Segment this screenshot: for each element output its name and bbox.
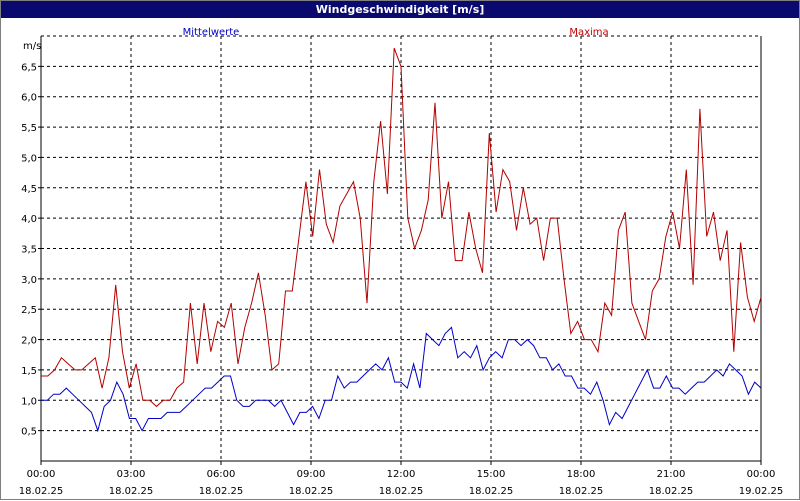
x-tick-time: 09:00 (297, 469, 326, 480)
y-axis-unit-label: m/s (23, 41, 41, 52)
y-tick-label: 3,0 (21, 275, 37, 286)
y-tick-labels: 0,5 1,0 1,5 2,0 2,5 3,0 3,5 4,0 4,5 5,0 5,5 6,0 6,5 (21, 62, 37, 437)
y-tick-label: 1,0 (21, 396, 37, 407)
x-tick-labels: 00:00 18.02.25 03:00 18.02.25 06:00 18.02.25 0… (19, 469, 784, 497)
y-tick-label: 3,5 (21, 245, 37, 256)
x-tick-date: 19.02.25 (739, 486, 784, 497)
y-tick-label: 4,0 (21, 214, 37, 225)
y-tick-label: 6,5 (21, 62, 37, 73)
x-tick-date: 18.02.25 (469, 486, 514, 497)
y-tick-label: 1,5 (21, 366, 37, 377)
x-tick-date: 18.02.25 (109, 486, 154, 497)
series-line-mittelwerte (41, 326, 762, 433)
x-tick-time: 00:00 (747, 469, 776, 480)
y-tick-label: 4,5 (21, 184, 37, 195)
x-tick-date: 18.02.25 (19, 486, 64, 497)
x-tick-time: 15:00 (477, 469, 506, 480)
x-tick-time: 12:00 (387, 469, 416, 480)
y-tick-label: 6,0 (21, 93, 37, 104)
grid-lines (38, 35, 762, 465)
legend-mittelwerte: Mittelwerte (183, 27, 240, 38)
x-tick-time: 18:00 (567, 469, 596, 480)
x-tick-date: 18.02.25 (379, 486, 424, 497)
series-line-maxima (41, 47, 762, 408)
y-tick-label: 5,5 (21, 123, 37, 134)
y-tick-label: 2,5 (21, 305, 37, 316)
x-tick-date: 18.02.25 (199, 486, 244, 497)
x-tick-time: 06:00 (207, 469, 236, 480)
x-tick-time: 21:00 (657, 469, 686, 480)
x-tick-time: 03:00 (117, 469, 146, 480)
y-tick-label: 2,0 (21, 336, 37, 347)
legend-maxima: Maxima (569, 27, 608, 38)
y-tick-label: 0,5 (21, 427, 37, 438)
x-tick-date: 18.02.25 (289, 486, 334, 497)
y-tick-label: 5,0 (21, 153, 37, 164)
series-lines (41, 47, 762, 433)
x-tick-date: 18.02.25 (559, 486, 604, 497)
x-tick-date: 18.02.25 (649, 486, 694, 497)
window-title: Windgeschwindigkeit [m/s] (1, 1, 799, 18)
x-tick-time: 00:00 (27, 469, 56, 480)
